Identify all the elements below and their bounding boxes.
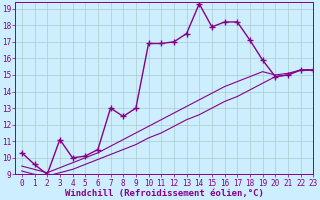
X-axis label: Windchill (Refroidissement éolien,°C): Windchill (Refroidissement éolien,°C) — [65, 189, 264, 198]
